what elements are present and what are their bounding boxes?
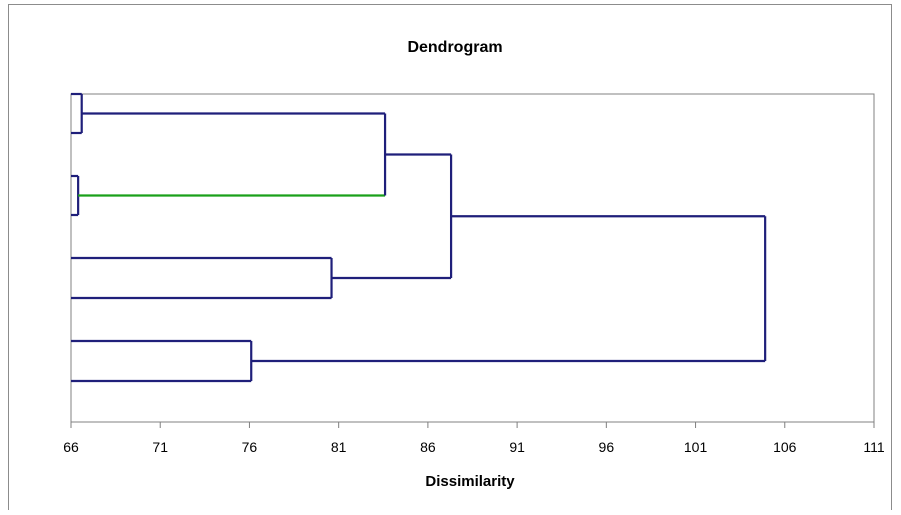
x-tick-label: 96 — [599, 439, 615, 455]
x-tick-label: 106 — [773, 439, 797, 455]
x-tick-label: 71 — [152, 439, 168, 455]
x-tick-label: 91 — [509, 439, 525, 455]
x-tick-label: 111 — [863, 439, 884, 455]
x-tick-label: 81 — [331, 439, 347, 455]
x-axis-label: Dissimilarity — [425, 473, 515, 490]
x-tick-label: 101 — [684, 439, 708, 455]
dendrogram-links — [71, 92, 767, 383]
x-axis: 66 71 76 81 86 91 96 101 106 111 — [63, 422, 885, 455]
x-tick-label: 66 — [63, 439, 79, 455]
chart-title: Dendrogram — [407, 39, 502, 56]
x-tick-label: 76 — [242, 439, 258, 455]
x-tick-label: 86 — [420, 439, 436, 455]
